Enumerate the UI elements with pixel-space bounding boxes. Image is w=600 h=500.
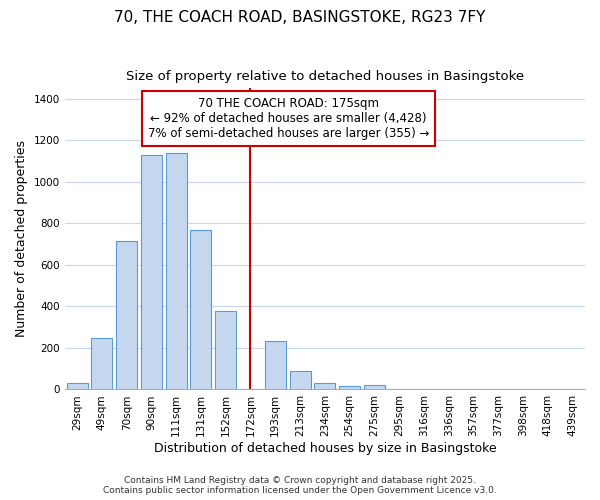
Bar xyxy=(290,371,311,390)
Bar xyxy=(314,383,335,390)
Text: 70, THE COACH ROAD, BASINGSTOKE, RG23 7FY: 70, THE COACH ROAD, BASINGSTOKE, RG23 7F… xyxy=(115,10,485,25)
Text: 70 THE COACH ROAD: 175sqm
← 92% of detached houses are smaller (4,428)
7% of sem: 70 THE COACH ROAD: 175sqm ← 92% of detac… xyxy=(148,98,429,140)
Bar xyxy=(116,241,137,390)
Text: Contains HM Land Registry data © Crown copyright and database right 2025.
Contai: Contains HM Land Registry data © Crown c… xyxy=(103,476,497,495)
Bar xyxy=(91,338,112,390)
Bar xyxy=(215,310,236,390)
Title: Size of property relative to detached houses in Basingstoke: Size of property relative to detached ho… xyxy=(126,70,524,83)
Bar xyxy=(166,153,187,390)
Bar xyxy=(265,342,286,390)
Bar xyxy=(339,386,360,390)
Bar xyxy=(364,386,385,390)
Bar xyxy=(67,383,88,390)
X-axis label: Distribution of detached houses by size in Basingstoke: Distribution of detached houses by size … xyxy=(154,442,496,455)
Y-axis label: Number of detached properties: Number of detached properties xyxy=(15,140,28,338)
Bar xyxy=(141,155,162,390)
Bar xyxy=(190,230,211,390)
